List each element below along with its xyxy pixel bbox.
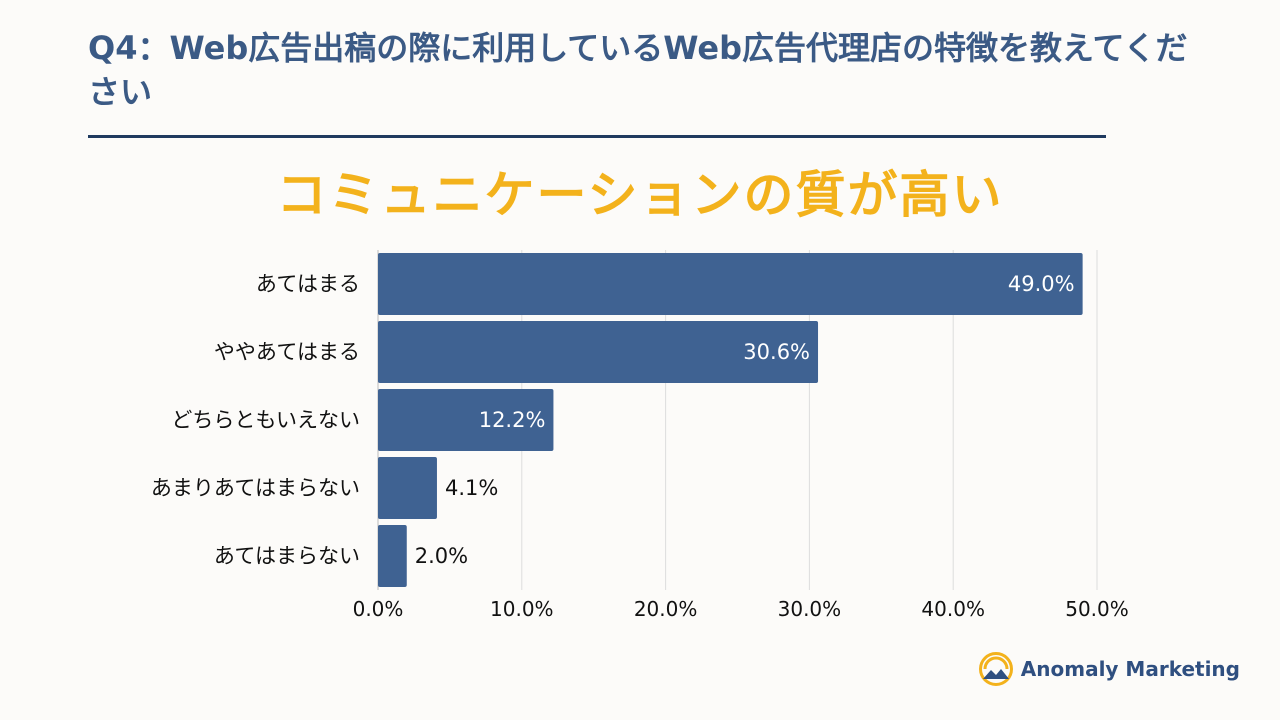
- question-title: Q4：Web広告出稿の際に利用しているWeb広告代理店の特徴を教えてください: [88, 29, 1188, 111]
- bar: [378, 525, 407, 587]
- bar-chart: 0.0% 10.0% 20.0% 30.0% 40.0% 50.0% あてはまる 49.0% や…: [151, 250, 1129, 621]
- brand-logo: Anomaly Marketing: [978, 652, 1240, 686]
- category-label: ややあてはまる: [214, 340, 360, 364]
- bar: [378, 389, 554, 451]
- data-label: 12.2%: [479, 408, 546, 432]
- category-label: どちらともいえない: [171, 408, 360, 432]
- data-label: 2.0%: [415, 544, 468, 568]
- x-tick-label: 40.0%: [921, 597, 985, 621]
- bar: [378, 253, 1083, 315]
- category-label: あてはまる: [256, 272, 360, 296]
- x-tick-label: 10.0%: [490, 597, 554, 621]
- x-tick-label: 0.0%: [353, 597, 404, 621]
- bar: [378, 321, 819, 383]
- bar: [378, 457, 437, 519]
- title-divider: [88, 135, 1106, 138]
- x-tick-label: 20.0%: [634, 597, 698, 621]
- data-label: 4.1%: [445, 476, 498, 500]
- brand-name: Anomaly Marketing: [1020, 657, 1240, 681]
- data-label: 49.0%: [1008, 272, 1075, 296]
- category-label: あまりあてはまらない: [151, 476, 360, 500]
- x-tick-label: 50.0%: [1065, 597, 1129, 621]
- x-tick-label: 30.0%: [778, 597, 842, 621]
- mountain-sun-logo-icon: [978, 652, 1013, 686]
- chart-headline: コミュニケーションの質が高い: [276, 166, 1004, 224]
- data-label: 30.6%: [743, 340, 810, 364]
- category-label: あてはまらない: [214, 544, 360, 568]
